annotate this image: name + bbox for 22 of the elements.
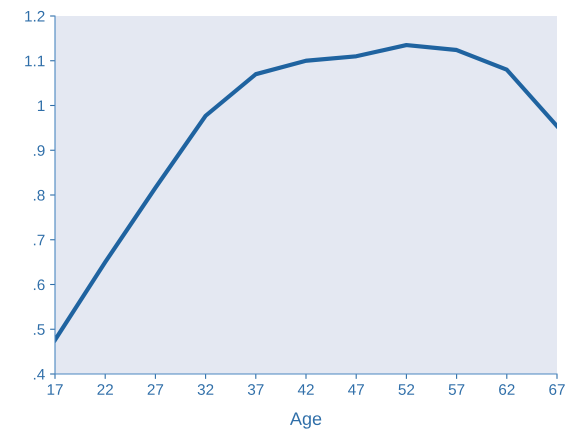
x-tick-label: 17 xyxy=(48,384,63,395)
x-axis-title: Age xyxy=(290,412,322,429)
x-tick-label: 37 xyxy=(248,384,264,395)
x-tick-label: 62 xyxy=(499,384,515,395)
x-tick-label: 42 xyxy=(298,384,314,395)
x-tick-label: 57 xyxy=(448,384,464,395)
y-tick-label: .9 xyxy=(34,145,45,156)
x-tick-label: 27 xyxy=(148,384,164,395)
y-tick-label: .6 xyxy=(34,279,45,290)
x-tick-label: 22 xyxy=(97,384,113,395)
y-tick-label: .8 xyxy=(34,190,45,201)
y-tick-label: 1.2 xyxy=(25,10,45,22)
line-series xyxy=(55,43,557,342)
x-tick-label: 47 xyxy=(348,384,364,395)
y-tick-label: .4 xyxy=(34,369,45,380)
y-tick-label: 1 xyxy=(38,100,45,112)
y-tick-label: .7 xyxy=(34,234,45,246)
y-tick-label: 1.1 xyxy=(25,56,45,66)
x-tick-label: 52 xyxy=(398,384,414,395)
x-tick-label: 67 xyxy=(549,384,565,395)
y-tick-label: .5 xyxy=(34,324,45,335)
x-tick-label: 32 xyxy=(198,384,214,395)
